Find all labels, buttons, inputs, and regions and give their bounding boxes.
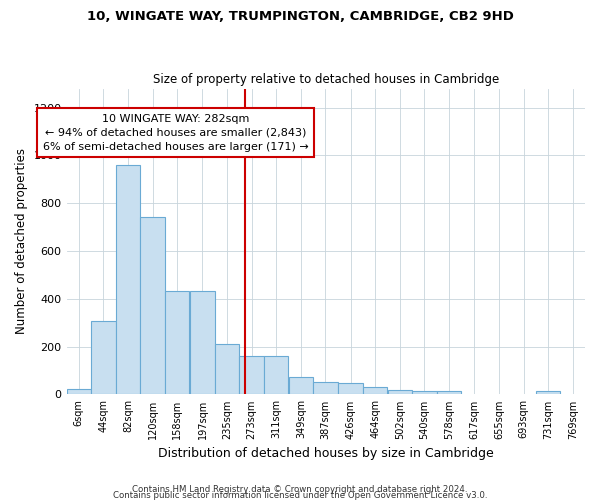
Text: 10 WINGATE WAY: 282sqm
← 94% of detached houses are smaller (2,843)
6% of semi-d: 10 WINGATE WAY: 282sqm ← 94% of detached…: [43, 114, 309, 152]
Bar: [313, 382, 338, 394]
Y-axis label: Number of detached properties: Number of detached properties: [15, 148, 28, 334]
Bar: [239, 356, 264, 395]
Bar: [289, 376, 313, 394]
Bar: [363, 388, 388, 394]
Bar: [215, 344, 239, 395]
Bar: [116, 164, 140, 394]
Title: Size of property relative to detached houses in Cambridge: Size of property relative to detached ho…: [152, 73, 499, 86]
Bar: [412, 391, 437, 394]
Bar: [67, 389, 91, 394]
Text: Contains public sector information licensed under the Open Government Licence v3: Contains public sector information licen…: [113, 491, 487, 500]
Bar: [338, 383, 363, 394]
Bar: [536, 391, 560, 394]
Text: Contains HM Land Registry data © Crown copyright and database right 2024.: Contains HM Land Registry data © Crown c…: [132, 485, 468, 494]
Bar: [437, 391, 461, 394]
Bar: [190, 291, 215, 395]
X-axis label: Distribution of detached houses by size in Cambridge: Distribution of detached houses by size …: [158, 447, 494, 460]
Bar: [140, 217, 165, 394]
Bar: [264, 356, 289, 395]
Bar: [388, 390, 412, 394]
Text: 10, WINGATE WAY, TRUMPINGTON, CAMBRIDGE, CB2 9HD: 10, WINGATE WAY, TRUMPINGTON, CAMBRIDGE,…: [86, 10, 514, 23]
Bar: [91, 321, 116, 394]
Bar: [165, 291, 190, 395]
